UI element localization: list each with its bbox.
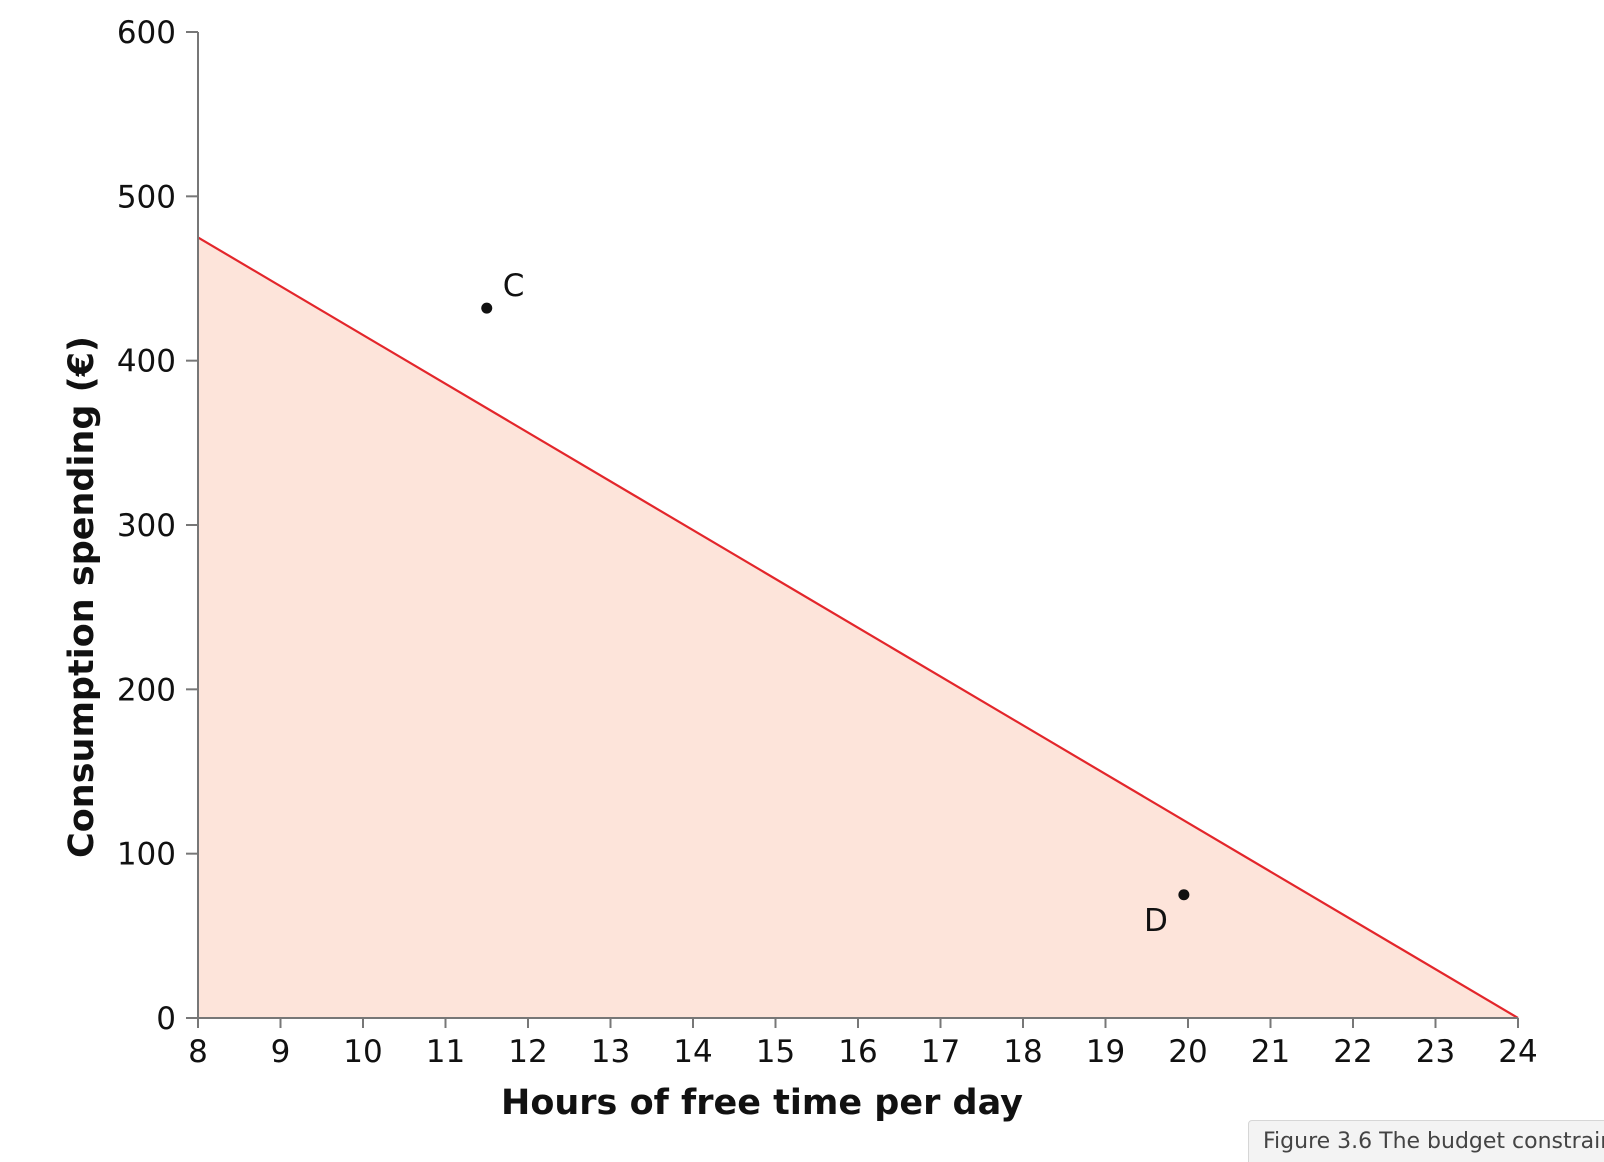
point-label-d: D	[1144, 903, 1168, 939]
axes: 8 9 10 11 12 13 14 15 16 17 18 19 20 21 22 23 24 0 100 200 3…	[117, 15, 1538, 1070]
y-tick-label: 400	[117, 344, 176, 380]
x-tick-label: 13	[591, 1034, 630, 1070]
x-tick-label: 23	[1416, 1034, 1455, 1070]
point-c	[481, 302, 493, 314]
x-tick-label: 20	[1168, 1034, 1207, 1070]
x-tick-label: 16	[838, 1034, 877, 1070]
points-layer: CD	[481, 268, 1190, 939]
y-tick-label: 100	[117, 837, 176, 873]
x-tick-label: 18	[1003, 1034, 1042, 1070]
plot-area	[197, 236, 1519, 1019]
x-tick-label: 12	[508, 1034, 547, 1070]
x-tick-label: 15	[756, 1034, 795, 1070]
figure-caption: Figure 3.6 The budget constraint	[1248, 1120, 1604, 1162]
x-tick-label: 10	[343, 1034, 382, 1070]
y-tick-label: 200	[117, 672, 176, 708]
x-tick-label: 19	[1086, 1034, 1125, 1070]
y-tick-label: 0	[156, 1001, 176, 1037]
x-axis-title: Hours of free time per day	[501, 1083, 1023, 1123]
x-tick-label: 11	[426, 1034, 465, 1070]
y-tick-label: 600	[117, 15, 176, 51]
x-tick-label: 9	[271, 1034, 291, 1070]
budget-constraint-line	[197, 236, 1519, 1019]
x-tick-label: 22	[1333, 1034, 1372, 1070]
y-tick-label: 300	[117, 508, 176, 544]
x-tick-label: 24	[1498, 1034, 1537, 1070]
y-tick-label: 500	[117, 179, 176, 215]
x-tick-label: 21	[1251, 1034, 1290, 1070]
y-axis-title: Consumption spending (€)	[62, 336, 102, 858]
x-tick-label: 14	[673, 1034, 712, 1070]
point-label-c: C	[503, 268, 525, 304]
x-tick-label: 8	[188, 1034, 208, 1070]
x-tick-label: 17	[921, 1034, 960, 1070]
point-d	[1178, 889, 1190, 901]
